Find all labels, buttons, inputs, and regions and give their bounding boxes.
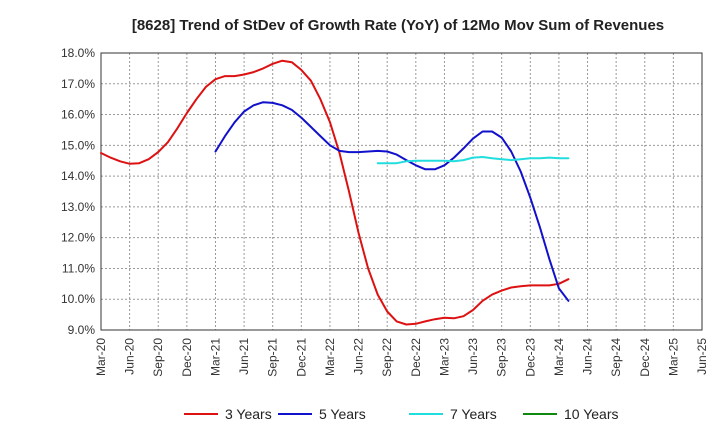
plot-area: [101, 53, 702, 330]
x-tick-label: Jun-20: [123, 338, 137, 375]
x-tick-label: Jun-21: [237, 338, 251, 375]
legend-label: 10 Years: [564, 406, 619, 422]
legend-item-3-years: 3 Years: [184, 406, 272, 422]
legend-item-5-years: 5 Years: [278, 406, 366, 422]
series-layer: [100, 59, 570, 326]
x-tick-label: Dec-21: [294, 338, 308, 377]
x-tick-label: Dec-24: [638, 338, 652, 377]
axes: 9.0% 10.0% 11.0% 12.0% 13.0% 14.0% 15.0% 16.0% 1…: [61, 46, 709, 377]
y-tick-label: 14.0%: [61, 169, 95, 183]
series-line-3-years: [100, 59, 570, 326]
x-tick-label: Jun-23: [466, 338, 480, 375]
x-tick-label: Sep-21: [266, 338, 280, 377]
legend: 3 Years 5 Years 7 Years 10 Years: [184, 406, 619, 422]
grid: [100, 52, 703, 331]
y-tick-label: 18.0%: [61, 46, 95, 60]
y-tick-label: 9.0%: [68, 323, 96, 337]
x-tick-label: Mar-20: [94, 338, 108, 376]
legend-label: 5 Years: [319, 406, 366, 422]
y-tick-label: 12.0%: [61, 231, 95, 245]
y-tick-label: 10.0%: [61, 292, 95, 306]
x-tick-label: Dec-23: [523, 338, 537, 377]
y-tick-label: 13.0%: [61, 200, 95, 214]
x-tick-label: Mar-21: [208, 338, 222, 376]
chart-title: [8628] Trend of StDev of Growth Rate (Yo…: [132, 17, 664, 34]
x-tick-label: Sep-23: [495, 338, 509, 377]
legend-label: 7 Years: [450, 406, 497, 422]
y-tick-label: 11.0%: [62, 261, 95, 275]
y-tick-label: 17.0%: [61, 77, 95, 91]
x-tick-label: Dec-20: [180, 338, 194, 377]
series-line-5-years: [214, 101, 570, 302]
x-tick-label: Sep-22: [380, 338, 394, 377]
x-tick-label: Jun-25: [695, 338, 709, 375]
x-tick-label: Sep-20: [151, 338, 165, 377]
series-line-7-years: [376, 156, 570, 165]
x-tick-label: Jun-22: [352, 338, 366, 375]
x-tick-label: Mar-25: [666, 338, 680, 376]
x-tick-label: Dec-22: [409, 338, 423, 377]
x-tick-label: Sep-24: [609, 338, 623, 377]
y-tick-label: 15.0%: [61, 138, 95, 152]
plot-border: [100, 52, 703, 331]
legend-item-10-years: 10 Years: [523, 406, 619, 422]
x-tick-label: Mar-24: [552, 338, 566, 376]
y-tick-label: 16.0%: [61, 108, 95, 122]
legend-label: 3 Years: [225, 406, 272, 422]
x-tick-label: Mar-22: [323, 338, 337, 376]
legend-item-7-years: 7 Years: [409, 406, 497, 422]
x-tick-label: Mar-23: [437, 338, 451, 376]
x-tick-label: Jun-24: [581, 338, 595, 375]
